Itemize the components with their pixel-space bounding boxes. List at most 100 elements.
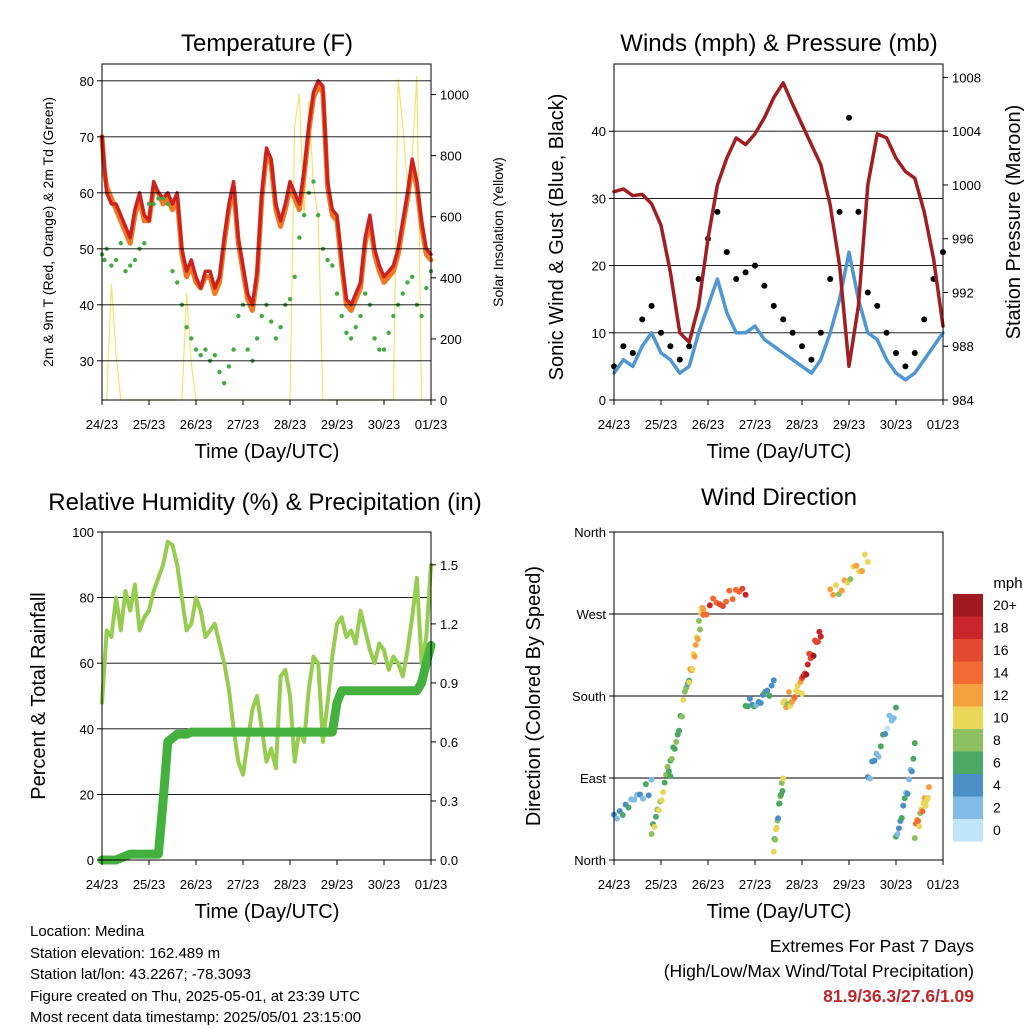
direction-point [651,823,658,830]
temperature-plot-frame [101,63,432,401]
gust-point [639,316,646,323]
dewpoint-point [363,291,368,296]
dewpoint-point [410,274,415,279]
dewpoint-point [259,313,264,319]
direction-point [775,815,782,822]
dewpoint-point [142,241,147,246]
y-right-tick-label: 0.3 [440,794,458,809]
colorbar-swatch [953,819,983,842]
dewpoint-point [231,347,236,352]
x-tick-label: 01/23 [415,877,448,892]
gust-point [723,249,730,256]
x-tick-label: 01/23 [927,877,960,892]
y-tick-label: North [574,853,606,868]
y-tick-label: 80 [80,591,94,606]
colorbar-label: 18 [993,620,1009,636]
x-tick-label: 24/23 [86,417,119,432]
y-right-tick-label: 0.0 [440,853,458,868]
direction-point [919,808,926,815]
dewpoint-point [189,336,194,341]
direction-point [900,802,907,809]
dewpoint-point [311,179,316,184]
wind-direction-points [611,551,932,855]
dewpoint-point [156,196,161,201]
colorbar-label: 16 [993,642,1009,658]
gust-point [893,349,899,356]
x-tick-label: 26/23 [692,417,725,432]
direction-point [673,738,680,745]
dewpoint-point [325,257,330,263]
y-right-tick-label: 800 [440,149,462,164]
colorbar-label: 4 [993,777,1001,793]
direction-point [764,687,771,694]
gust-point [780,316,787,323]
direction-point [911,740,918,747]
direction-point [894,831,901,838]
x-tick-label: 25/23 [645,877,678,892]
direction-point [706,602,713,609]
direction-point [742,591,749,598]
temperature-ylabel-right: Solar Insolation (Yellow) [490,157,506,307]
wind-direction-panel: Wind Direction 24/23 25/23 26/23 27/23 28/23… [523,484,1023,923]
direction-point [898,814,905,821]
gust-point [874,302,881,309]
x-tick-label: 29/23 [833,877,866,892]
colorbar-label: 20+ [993,597,1017,613]
x-tick-label: 30/23 [880,417,913,432]
gust-point [902,363,909,370]
gust-point [827,276,834,283]
gust-point [864,289,871,296]
direction-point [689,666,696,673]
direction-point [631,796,638,803]
y-right-tick-label: 988 [952,339,974,354]
dewpoint-point [273,336,279,341]
direction-point [886,712,893,719]
colorbar-swatch [953,751,983,774]
gust-point [817,329,824,336]
dewpoint-point [391,313,396,319]
direction-point [816,628,823,635]
x-tick-label: 28/23 [274,417,307,432]
direction-point [772,836,779,843]
dewpoint-point [353,325,358,330]
winds-plot-frame [613,63,944,401]
direction-point [686,679,693,686]
dewpoint-point [236,313,241,319]
direction-point [691,653,698,660]
y-right-tick-label: 1.2 [440,617,458,632]
y-right-tick-label: 996 [952,232,974,247]
direction-point [695,617,702,624]
temperature-series [99,75,434,401]
latlon-text: Station lat/lon: 43.2267; -78.3093 [30,966,252,983]
humidity-grid [102,531,431,861]
dewpoint-point [109,263,114,268]
direction-point [655,807,662,814]
y-right-tick-label: 1.5 [440,558,458,573]
direction-point [803,671,810,678]
direction-point [770,677,777,684]
dewpoint-point [297,235,302,240]
dewpoint-point [226,364,232,369]
direction-point [768,682,775,689]
dewpoint-point [123,269,128,274]
y-tick-label: 60 [80,656,94,671]
x-tick-label: 25/23 [645,417,678,432]
extremes-values: 81.9/36.3/27.6/1.09 [823,986,974,1006]
dewpoint-point [292,274,297,279]
y-tick-label: 10 [592,326,606,341]
dewpoint-point [400,291,405,296]
x-tick-label: 30/23 [880,877,913,892]
direction-point [814,638,821,645]
temperature-panel: Temperature (F) 24/23 25/23 26/23 27/23 28/2… [40,30,506,463]
dewpoint-point [160,196,166,201]
dewpoint-point [386,330,391,335]
precip-total-line [97,641,436,865]
direction-point [915,818,922,825]
direction-point [838,587,845,594]
gust-point [761,282,768,289]
x-tick-label: 01/23 [927,417,960,432]
y-right-tick-label: 1008 [952,70,981,85]
dewpoint-point [287,297,293,302]
dewpoint-point [269,319,274,324]
direction-point [830,591,837,598]
